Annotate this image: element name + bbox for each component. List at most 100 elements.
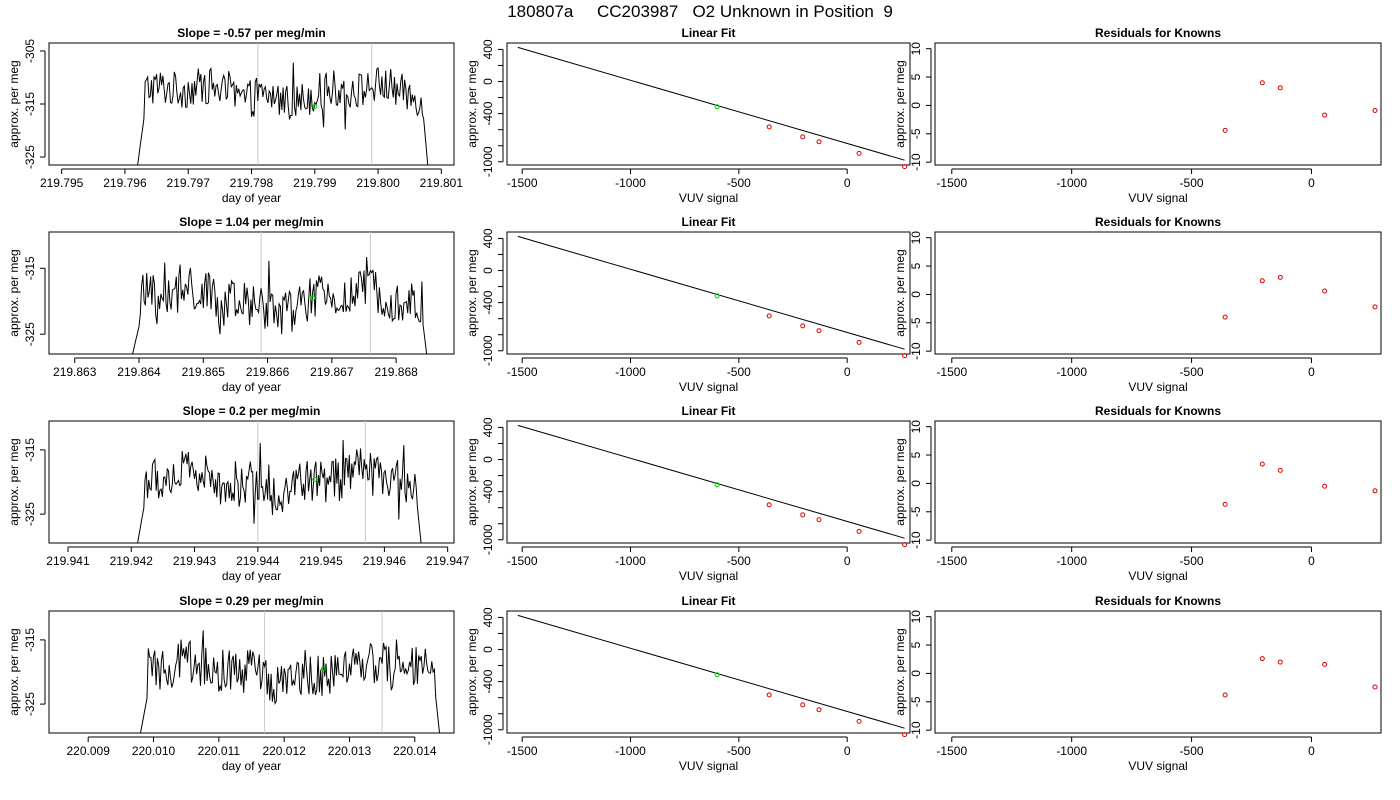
- linear-fit-known-point: [816, 707, 822, 713]
- residuals-y-tick-label: -5: [909, 506, 923, 517]
- linear-fit-known-point: [766, 313, 772, 319]
- timeseries-x-tick-label: 219.868: [374, 365, 418, 379]
- linear-fit-plot-frame: [506, 42, 911, 166]
- residuals-x-label: VUV signal: [1128, 569, 1187, 583]
- linear-fit-y-label: approx. per meg: [465, 249, 479, 336]
- timeseries-y-label: approx. per meg: [7, 60, 21, 147]
- linear-fit-x-tick-label: -500: [727, 554, 751, 568]
- linear-fit-known-point: [856, 528, 862, 534]
- linear-fit-x-tick-label: -1500: [507, 744, 538, 758]
- residuals-known-point: [1277, 85, 1283, 91]
- linear-fit-panel: -1500 -1000 -500 0 400 0 -400 -1000 Linear Fit VU…: [465, 594, 911, 773]
- timeseries-x-label: day of year: [222, 759, 281, 773]
- linear-fit-panel: -1500 -1000 -500 0 400 0 -400 -1000 Linear Fit VU…: [465, 215, 911, 394]
- timeseries-plot-frame: [48, 610, 455, 734]
- residuals-known-point: [1322, 483, 1328, 489]
- linear-fit-line: [517, 424, 905, 539]
- residuals-x-tick-label: 0: [1308, 176, 1315, 190]
- linear-fit-x-tick-label: -1000: [615, 176, 646, 190]
- timeseries-panel: 219.863 219.864 219.865 219.866 219.867 219.8…: [7, 215, 455, 394]
- linear-fit-known-point: [902, 164, 908, 170]
- residuals-known-point: [1222, 692, 1228, 698]
- timeseries-panel: 219.795 219.796 219.797 219.798 219.799 219.8…: [7, 26, 463, 205]
- linear-fit-y-tick-label: 0: [481, 646, 495, 653]
- linear-fit-line: [517, 46, 905, 161]
- residuals-known-point: [1259, 656, 1265, 662]
- linear-fit-y-label: approx. per meg: [465, 60, 479, 147]
- timeseries-x-tick-label: 219.866: [246, 365, 290, 379]
- linear-fit-known-point: [816, 517, 822, 523]
- residuals-x-tick-label: -500: [1180, 176, 1204, 190]
- residuals-x-label: VUV signal: [1128, 380, 1187, 394]
- timeseries-y-tick-label: -305: [23, 39, 37, 63]
- linear-fit-known-point: [766, 124, 772, 130]
- residuals-x-tick-label: -1500: [936, 744, 967, 758]
- linear-fit-known-point: [800, 702, 806, 708]
- residuals-y-label: approx. per meg: [893, 60, 907, 147]
- residuals-known-point: [1259, 80, 1265, 86]
- linear-fit-x-tick-label: 0: [844, 176, 851, 190]
- timeseries-unknown-point: [312, 104, 318, 110]
- residuals-x-tick-label: -1000: [1056, 744, 1087, 758]
- linear-fit-known-point: [902, 353, 908, 359]
- linear-fit-known-point: [902, 732, 908, 738]
- linear-fit-x-label: VUV signal: [679, 759, 738, 773]
- linear-fit-known-point: [856, 150, 862, 156]
- linear-fit-line: [517, 235, 905, 350]
- residuals-y-tick-label: 5: [909, 73, 923, 80]
- linear-fit-x-tick-label: -1500: [507, 365, 538, 379]
- residuals-y-label: approx. per meg: [893, 249, 907, 336]
- residuals-known-point: [1322, 288, 1328, 294]
- linear-fit-y-tick-label: -400: [481, 101, 495, 125]
- residuals-x-tick-label: 0: [1308, 744, 1315, 758]
- timeseries-x-tick-label: 219.945: [299, 554, 343, 568]
- timeseries-x-label: day of year: [222, 191, 281, 205]
- linear-fit-plot-frame: [506, 420, 911, 544]
- linear-fit-y-tick-label: 0: [481, 78, 495, 85]
- residuals-known-point: [1372, 108, 1378, 114]
- linear-fit-y-tick-label: -400: [481, 669, 495, 693]
- timeseries-x-tick-label: 219.798: [230, 176, 274, 190]
- linear-fit-y-tick-label: -1000: [481, 524, 495, 555]
- timeseries-plot-frame: [48, 42, 455, 166]
- linear-fit-line: [517, 614, 905, 729]
- linear-fit-x-label: VUV signal: [679, 380, 738, 394]
- linear-fit-title: Linear Fit: [681, 594, 735, 608]
- residuals-y-tick-label: 5: [909, 262, 923, 269]
- timeseries-x-tick-label: 219.942: [110, 554, 154, 568]
- timeseries-x-tick-label: 219.941: [46, 554, 90, 568]
- linear-fit-x-tick-label: -1000: [615, 744, 646, 758]
- linear-fit-known-point: [856, 339, 862, 345]
- residuals-plot-frame: [934, 610, 1382, 734]
- timeseries-title: Slope = -0.57 per meg/min: [177, 26, 325, 40]
- residuals-known-point: [1222, 127, 1228, 133]
- timeseries-unknown-point: [310, 295, 316, 301]
- timeseries-trace-line: [132, 256, 428, 354]
- linear-fit-y-tick-label: -400: [481, 479, 495, 503]
- linear-fit-x-tick-label: -500: [727, 176, 751, 190]
- residuals-x-tick-label: -500: [1180, 554, 1204, 568]
- timeseries-x-tick-label: 220.010: [132, 744, 176, 758]
- residuals-y-tick-label: 0: [909, 670, 923, 677]
- linear-fit-y-tick-label: 400: [481, 417, 495, 437]
- linear-fit-x-tick-label: -500: [727, 744, 751, 758]
- residuals-known-point: [1277, 467, 1283, 473]
- timeseries-x-tick-label: 219.801: [420, 176, 464, 190]
- timeseries-unknown-point: [320, 666, 326, 672]
- linear-fit-title: Linear Fit: [681, 26, 735, 40]
- timeseries-x-tick-label: 220.012: [262, 744, 306, 758]
- residuals-x-tick-label: 0: [1308, 554, 1315, 568]
- linear-fit-y-tick-label: 400: [481, 39, 495, 59]
- linear-fit-known-point: [816, 139, 822, 145]
- residuals-title: Residuals for Knowns: [1095, 215, 1221, 229]
- residuals-known-point: [1259, 278, 1265, 284]
- timeseries-x-tick-label: 220.009: [66, 744, 110, 758]
- timeseries-x-tick-label: 219.863: [53, 365, 97, 379]
- residuals-y-label: approx. per meg: [893, 438, 907, 525]
- linear-fit-plot-frame: [506, 610, 911, 734]
- linear-fit-unknown-point: [714, 672, 720, 678]
- linear-fit-x-tick-label: -1000: [615, 554, 646, 568]
- timeseries-x-tick-label: 219.865: [182, 365, 226, 379]
- residuals-x-label: VUV signal: [1128, 759, 1187, 773]
